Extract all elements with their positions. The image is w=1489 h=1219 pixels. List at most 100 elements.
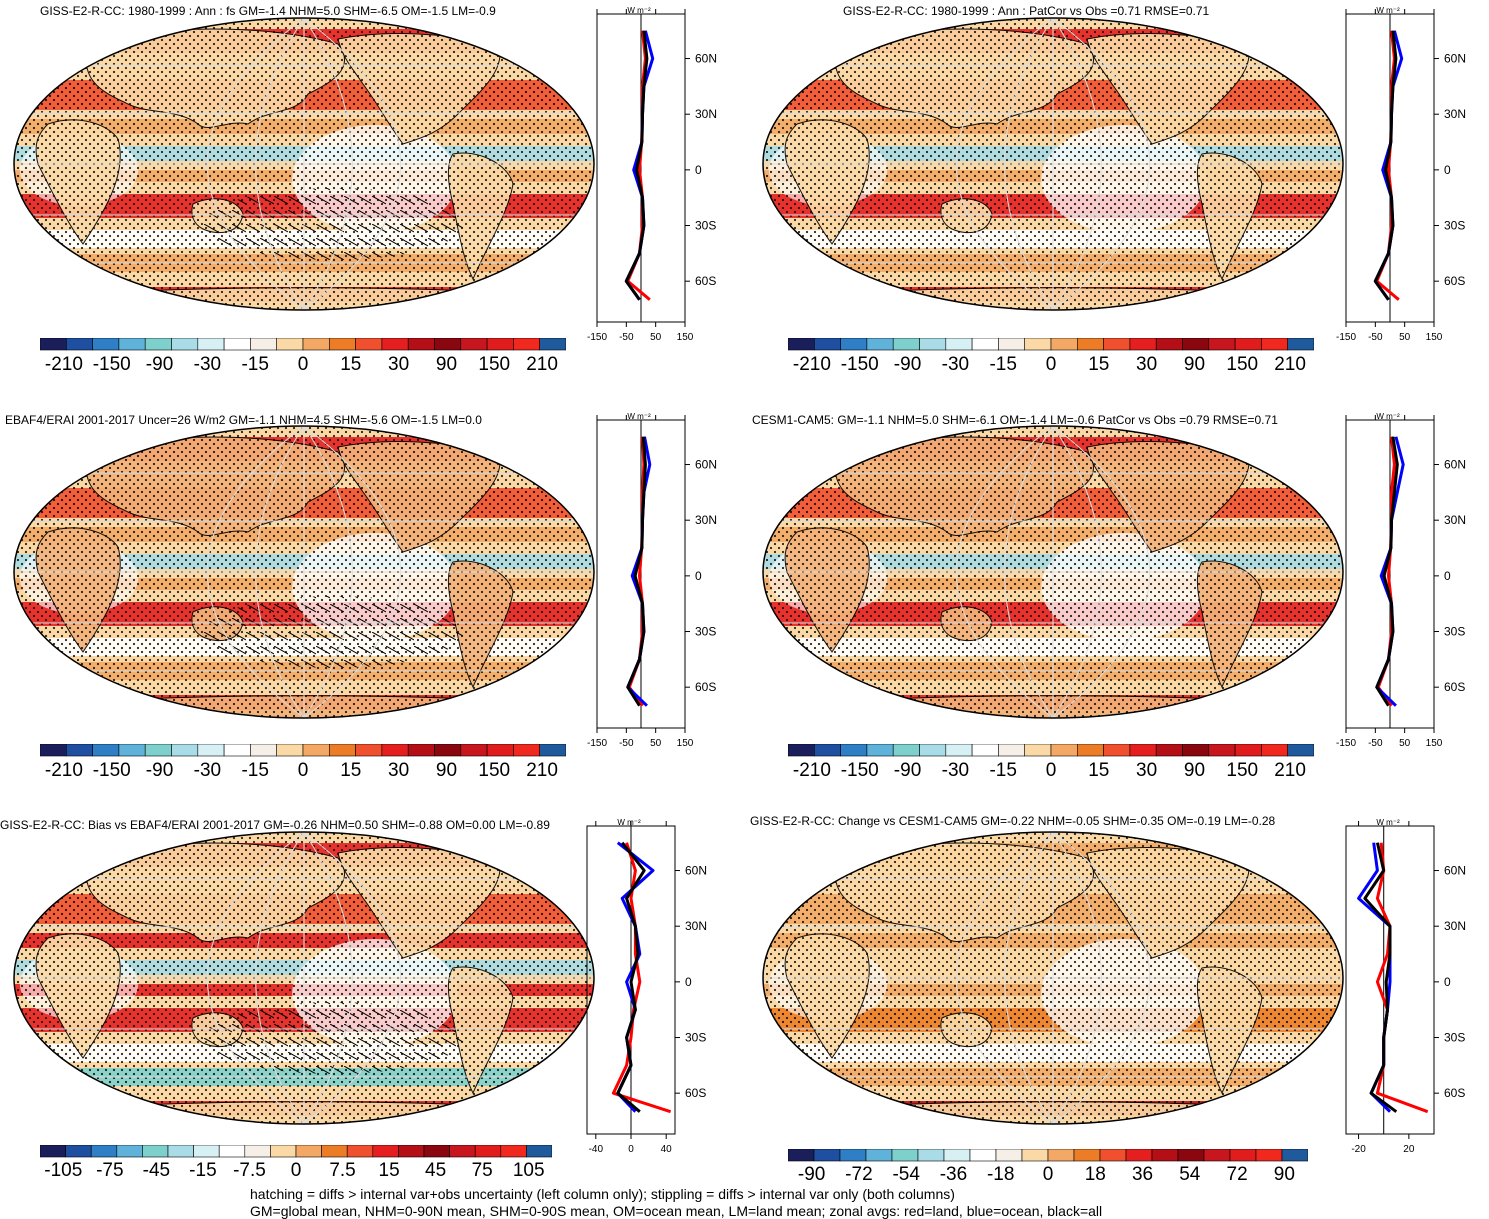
colorbar-label: 0 (1045, 760, 1057, 781)
colorbar-swatch (407, 744, 435, 757)
colorbar-swatch (892, 744, 920, 757)
lat-tick-label: 60N (695, 458, 717, 472)
x-tick-label: -150 (587, 738, 607, 749)
colorbar-labels: -105 -75 -45 -15 -7.5 0 7.5 15 45 75 105 (40, 1160, 552, 1182)
lat-tick-label: 30S (695, 625, 716, 639)
colorbar-swatch (92, 338, 120, 351)
colorbar-swatch (971, 338, 999, 351)
world-map (13, 17, 595, 311)
colorbar-swatch (866, 338, 894, 351)
colorbar-label: -90 (145, 354, 174, 375)
world-map (762, 831, 1344, 1125)
colorbar-swatch (917, 1149, 945, 1162)
colorbar-swatch (1234, 338, 1262, 351)
colorbar-swatch (171, 744, 199, 757)
colorbar-swatch (1073, 1149, 1101, 1162)
colorbar-swatch (40, 744, 67, 757)
series-all (624, 30, 649, 301)
x-tick-label: 40 (661, 1144, 673, 1155)
units-label: W m⁻² (1376, 412, 1400, 421)
colorbar-label: 15 (1088, 354, 1110, 375)
colorbar-swatch (1177, 1149, 1205, 1162)
x-tick-label: 150 (677, 332, 694, 343)
colorbar-label: 90 (435, 354, 458, 375)
panel-title: GISS-E2-R-CC: 1980-1999 : Ann : fs GM=-1… (40, 4, 496, 18)
colorbar-swatch (167, 1145, 194, 1158)
colorbar-label: -210 (44, 760, 83, 781)
colorbar-swatch (539, 338, 566, 351)
colorbar-label: 15 (378, 1160, 400, 1181)
colorbar-swatch (302, 744, 330, 757)
x-tick-label: 150 (677, 738, 694, 749)
colorbar-swatch (969, 1149, 997, 1162)
colorbar-label: -90 (893, 760, 922, 781)
map-outline (762, 831, 1344, 1125)
colorbar-swatch (328, 338, 356, 351)
map-outline (762, 17, 1344, 311)
lat-tick-label: 60S (685, 1086, 706, 1100)
colorbar-swatch (295, 1145, 322, 1158)
map-field (763, 18, 1343, 310)
zonal-mean-plot: W m⁻² 60N 30N 0 30S 60S -20 20 (1345, 818, 1466, 1155)
colorbar-swatch (65, 744, 93, 757)
footer-line-2: GM=global mean, NHM=0-90N mean, SHM=0-90… (250, 1203, 1103, 1219)
colorbar-swatch (1261, 338, 1288, 351)
colorbar-swatch (355, 744, 383, 757)
series-all (616, 841, 646, 1113)
colorbar-swatch (1021, 1149, 1049, 1162)
lat-tick-label: 30S (695, 219, 716, 233)
colorbar-label: 90 (1183, 760, 1206, 781)
colorbar-label: 0 (1045, 354, 1057, 375)
colorbar-label: -18 (986, 1164, 1015, 1185)
colorbar-labels: -210 -150 -90 -30 -15 0 15 30 90 150 210 (40, 354, 566, 376)
colorbar-swatch (434, 744, 462, 757)
colorbar-swatch (945, 744, 973, 757)
colorbar-swatch (1129, 338, 1157, 351)
colorbar-labels: -210 -150 -90 -30 -15 0 15 30 90 150 210 (788, 760, 1314, 782)
panel-title: GISS-E2-R-CC: Change vs CESM1-CAM5 GM=-0… (750, 814, 1276, 828)
lat-tick-label: 30S (685, 1031, 706, 1045)
colorbar (40, 1145, 552, 1158)
colorbar-swatch (813, 1149, 841, 1162)
colorbar-labels: -210 -150 -90 -30 -15 0 15 30 90 150 210 (788, 354, 1314, 376)
colorbar-swatch (995, 1149, 1023, 1162)
colorbar-swatch (486, 338, 514, 351)
lat-tick-label: 60N (695, 52, 717, 66)
continent (1296, 42, 1329, 75)
colorbar-label: -210 (792, 354, 831, 375)
colorbar-swatch (526, 1145, 552, 1158)
series-land (1375, 842, 1429, 1114)
lat-tick-label: 60S (1444, 1086, 1465, 1100)
colorbar-label: 0 (290, 1160, 302, 1181)
lat-tick-label: 30N (695, 513, 717, 527)
lat-tick-label: 0 (1444, 163, 1451, 177)
footer-line-1: hatching = diffs > internal var+obs unce… (250, 1186, 955, 1202)
colorbar-swatch (381, 338, 409, 351)
colorbar-swatch (398, 1145, 425, 1158)
lat-tick-label: 60S (1444, 680, 1465, 694)
colorbar-label: 30 (388, 760, 410, 781)
series-all (1363, 842, 1398, 1113)
colorbar-swatch (1203, 1149, 1231, 1162)
colorbar-swatch (788, 1149, 815, 1162)
colorbar-swatch (144, 744, 172, 757)
colorbar-label: -90 (893, 354, 922, 375)
x-tick-label: 20 (1403, 1144, 1415, 1155)
colorbar-swatch (1155, 744, 1183, 757)
colorbar-label: 90 (1183, 354, 1206, 375)
colorbar-label: 30 (1136, 760, 1158, 781)
zonal-mean-plot: W m⁻² 60N 30N 0 30S 60S -150 -50 50 150 (1336, 412, 1466, 749)
map-outline (762, 425, 1344, 719)
colorbar-swatch (865, 1149, 893, 1162)
colorbar-label: 90 (435, 760, 458, 781)
map-outline (13, 17, 595, 311)
colorbar-swatch (381, 744, 409, 757)
lat-tick-label: 0 (1444, 569, 1451, 583)
colorbar-label: -150 (840, 760, 879, 781)
colorbar-swatch (513, 744, 540, 757)
colorbar-label: -15 (989, 760, 1017, 781)
continent (1296, 856, 1329, 889)
series-all (626, 436, 647, 707)
lat-tick-label: 30N (1444, 919, 1466, 933)
colorbar-label: 210 (526, 760, 558, 781)
